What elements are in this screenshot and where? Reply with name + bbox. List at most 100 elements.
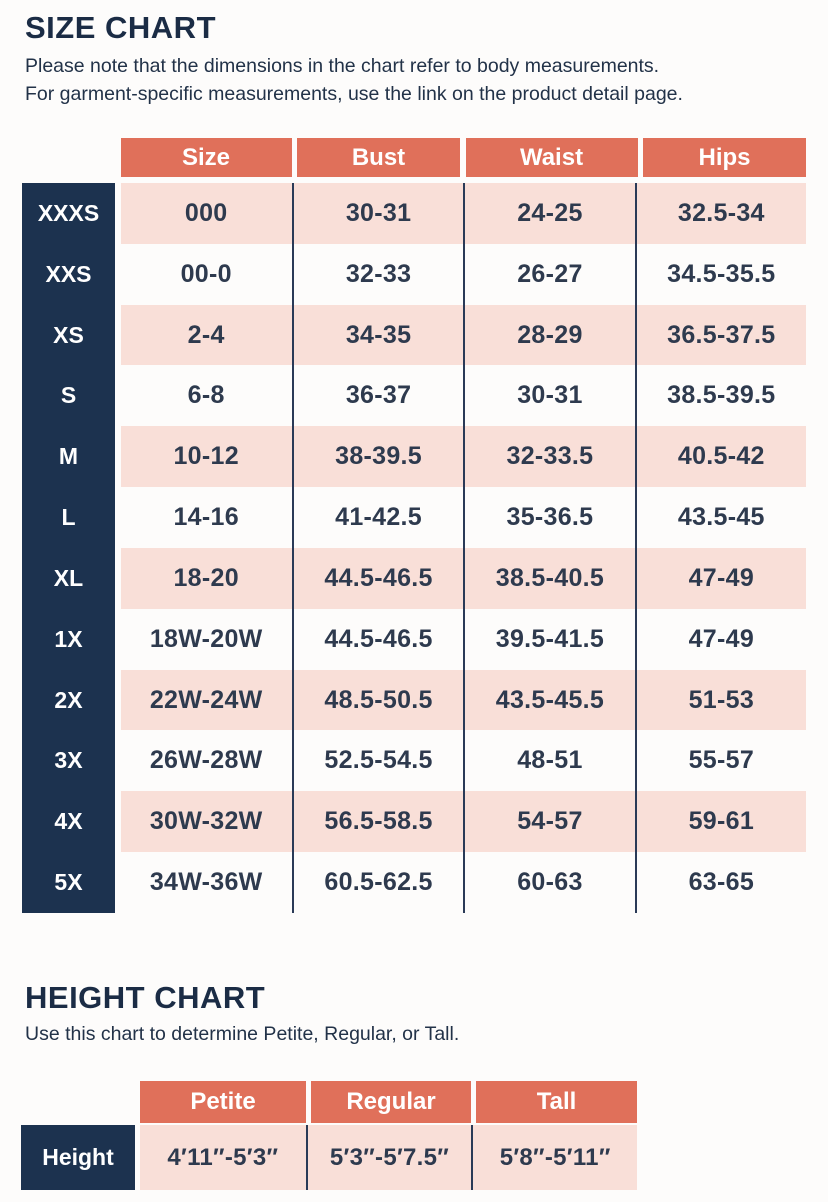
size-chart-subtitle: Please note that the dimensions in the c… (25, 52, 683, 108)
height-chart-title: HEIGHT CHART (25, 980, 266, 1015)
table-row: M 10-12 38-39.5 32-33.5 40.5-42 (22, 426, 806, 488)
size-table-header-spacer (22, 138, 115, 177)
size-chart-subtitle-line2: For garment-specific measurements, use t… (25, 83, 683, 105)
size-cell: 6-8 (187, 381, 225, 410)
table-row: L 14-16 41-42.5 35-36.5 43.5-45 (22, 487, 806, 548)
bust-cell: 44.5-46.5 (291, 547, 463, 609)
row-label: M (22, 426, 115, 488)
bust-cell: 32-33 (291, 243, 463, 305)
waist-cell: 60-63 (463, 852, 634, 913)
waist-cell: 32-33.5 (463, 426, 634, 488)
row-data: 14-16 41-42.5 35-36.5 43.5-45 (121, 487, 807, 548)
column-header-tall: Tall (476, 1081, 637, 1123)
column-header-bust: Bust (297, 138, 460, 177)
table-row: XXXS 000 30-31 24-25 32.5-34 (22, 183, 806, 244)
hips-cell: 32.5-34 (634, 183, 806, 244)
bust-cell: 41-42.5 (291, 487, 463, 548)
size-cell: 30W-32W (149, 807, 263, 836)
column-header-hips: Hips (643, 138, 806, 177)
height-table-header-spacer (21, 1081, 135, 1123)
bust-cell: 52.5-54.5 (291, 730, 463, 792)
bust-cell: 60.5-62.5 (291, 852, 463, 913)
waist-cell: 35-36.5 (463, 487, 634, 548)
size-cell: 18-20 (173, 563, 239, 592)
size-table-body: XXXS 000 30-31 24-25 32.5-34 XXS 00-0 32… (22, 183, 806, 913)
table-row: 3X 26W-28W 52.5-54.5 48-51 55-57 (22, 730, 807, 792)
bust-cell: 36-37 (291, 365, 463, 427)
row-label: 2X (22, 669, 115, 731)
table-row: 2X 22W-24W 48.5-50.5 43.5-45.5 51-53 (22, 669, 806, 731)
row-label: S (22, 365, 115, 427)
bust-cell: 56.5-58.5 (291, 791, 463, 853)
bust-cell: 38-39.5 (291, 426, 463, 488)
height-table-body-row: Height 4′11″-5′3″ 5′3″-5′7.5″ 5′8″-5′11″ (21, 1125, 637, 1190)
size-chart-subtitle-line1: Please note that the dimensions in the c… (25, 55, 660, 77)
waist-cell: 48-51 (463, 730, 634, 792)
size-cell: 00-0 (180, 259, 232, 288)
hips-cell: 43.5-45 (634, 487, 806, 548)
hips-cell: 47-49 (634, 608, 806, 670)
table-row: 1X 18W-20W 44.5-46.5 39.5-41.5 47-49 (22, 608, 807, 670)
row-data: 00-0 32-33 26-27 34.5-35.5 (121, 243, 807, 305)
hips-cell: 40.5-42 (634, 426, 806, 488)
size-cell: 000 (184, 198, 228, 227)
table-row: XS 2-4 34-35 28-29 36.5-37.5 (22, 304, 806, 366)
hips-cell: 59-61 (634, 791, 806, 853)
waist-cell: 24-25 (463, 183, 634, 244)
height-table-header-row: Petite Regular Tall (21, 1081, 637, 1123)
row-label: XXS (22, 243, 115, 305)
column-header-size: Size (120, 138, 292, 177)
row-data: 18-20 44.5-46.5 38.5-40.5 47-49 (120, 547, 806, 609)
size-table: Size Bust Waist Hips XXXS 000 30-31 24-2… (22, 138, 806, 913)
regular-height-cell: 5′3″-5′7.5″ (305, 1125, 472, 1190)
hips-cell: 63-65 (634, 852, 806, 913)
table-row: XL 18-20 44.5-46.5 38.5-40.5 47-49 (22, 547, 806, 609)
hips-cell: 51-53 (634, 669, 806, 731)
row-data: 10-12 38-39.5 32-33.5 40.5-42 (120, 426, 806, 488)
height-row-data: 4′11″-5′3″ 5′3″-5′7.5″ 5′8″-5′11″ (140, 1125, 637, 1190)
row-data: 18W-20W 44.5-46.5 39.5-41.5 47-49 (121, 608, 807, 670)
hips-cell: 38.5-39.5 (634, 365, 806, 427)
hips-cell: 34.5-35.5 (634, 243, 806, 305)
row-data: 26W-28W 52.5-54.5 48-51 55-57 (121, 730, 807, 792)
hips-cell: 36.5-37.5 (634, 304, 806, 366)
waist-cell: 43.5-45.5 (463, 669, 634, 731)
height-row-label: Height (21, 1125, 135, 1190)
row-label: 1X (22, 608, 115, 670)
waist-cell: 54-57 (463, 791, 634, 853)
height-table: Petite Regular Tall Height 4′11″-5′3″ 5′… (21, 1081, 637, 1190)
waist-cell: 39.5-41.5 (463, 608, 634, 670)
row-label: 5X (22, 852, 115, 913)
size-cell: 34W-36W (149, 868, 263, 897)
bust-cell: 48.5-50.5 (291, 669, 463, 731)
size-table-header-row: Size Bust Waist Hips (22, 138, 806, 177)
row-label: XXXS (22, 183, 115, 244)
tall-height-cell: 5′8″-5′11″ (471, 1125, 637, 1190)
size-cell: 10-12 (173, 442, 239, 471)
row-label: XL (22, 547, 115, 609)
bust-cell: 34-35 (291, 304, 463, 366)
size-cell: 14-16 (173, 503, 239, 532)
hips-cell: 55-57 (634, 730, 806, 792)
waist-cell: 28-29 (463, 304, 634, 366)
table-row: 4X 30W-32W 56.5-58.5 54-57 59-61 (22, 791, 806, 853)
row-data: 000 30-31 24-25 32.5-34 (120, 183, 806, 244)
row-data: 6-8 36-37 30-31 38.5-39.5 (121, 365, 807, 427)
waist-cell: 38.5-40.5 (463, 547, 634, 609)
waist-cell: 30-31 (463, 365, 634, 427)
height-chart-subtitle: Use this chart to determine Petite, Regu… (25, 1023, 460, 1045)
row-data: 30W-32W 56.5-58.5 54-57 59-61 (120, 791, 806, 853)
column-header-petite: Petite (140, 1081, 306, 1123)
table-row: 5X 34W-36W 60.5-62.5 60-63 63-65 (22, 852, 806, 913)
table-row: XXS 00-0 32-33 26-27 34.5-35.5 (22, 243, 807, 305)
size-cell: 2-4 (187, 320, 225, 349)
size-cell: 18W-20W (149, 624, 263, 653)
size-chart-title: SIZE CHART (25, 10, 216, 45)
bust-cell: 30-31 (291, 183, 463, 244)
column-header-regular: Regular (311, 1081, 471, 1123)
table-row: S 6-8 36-37 30-31 38.5-39.5 (22, 365, 807, 427)
row-label: 4X (22, 791, 115, 853)
waist-cell: 26-27 (463, 243, 634, 305)
petite-height-cell: 4′11″-5′3″ (167, 1143, 279, 1171)
